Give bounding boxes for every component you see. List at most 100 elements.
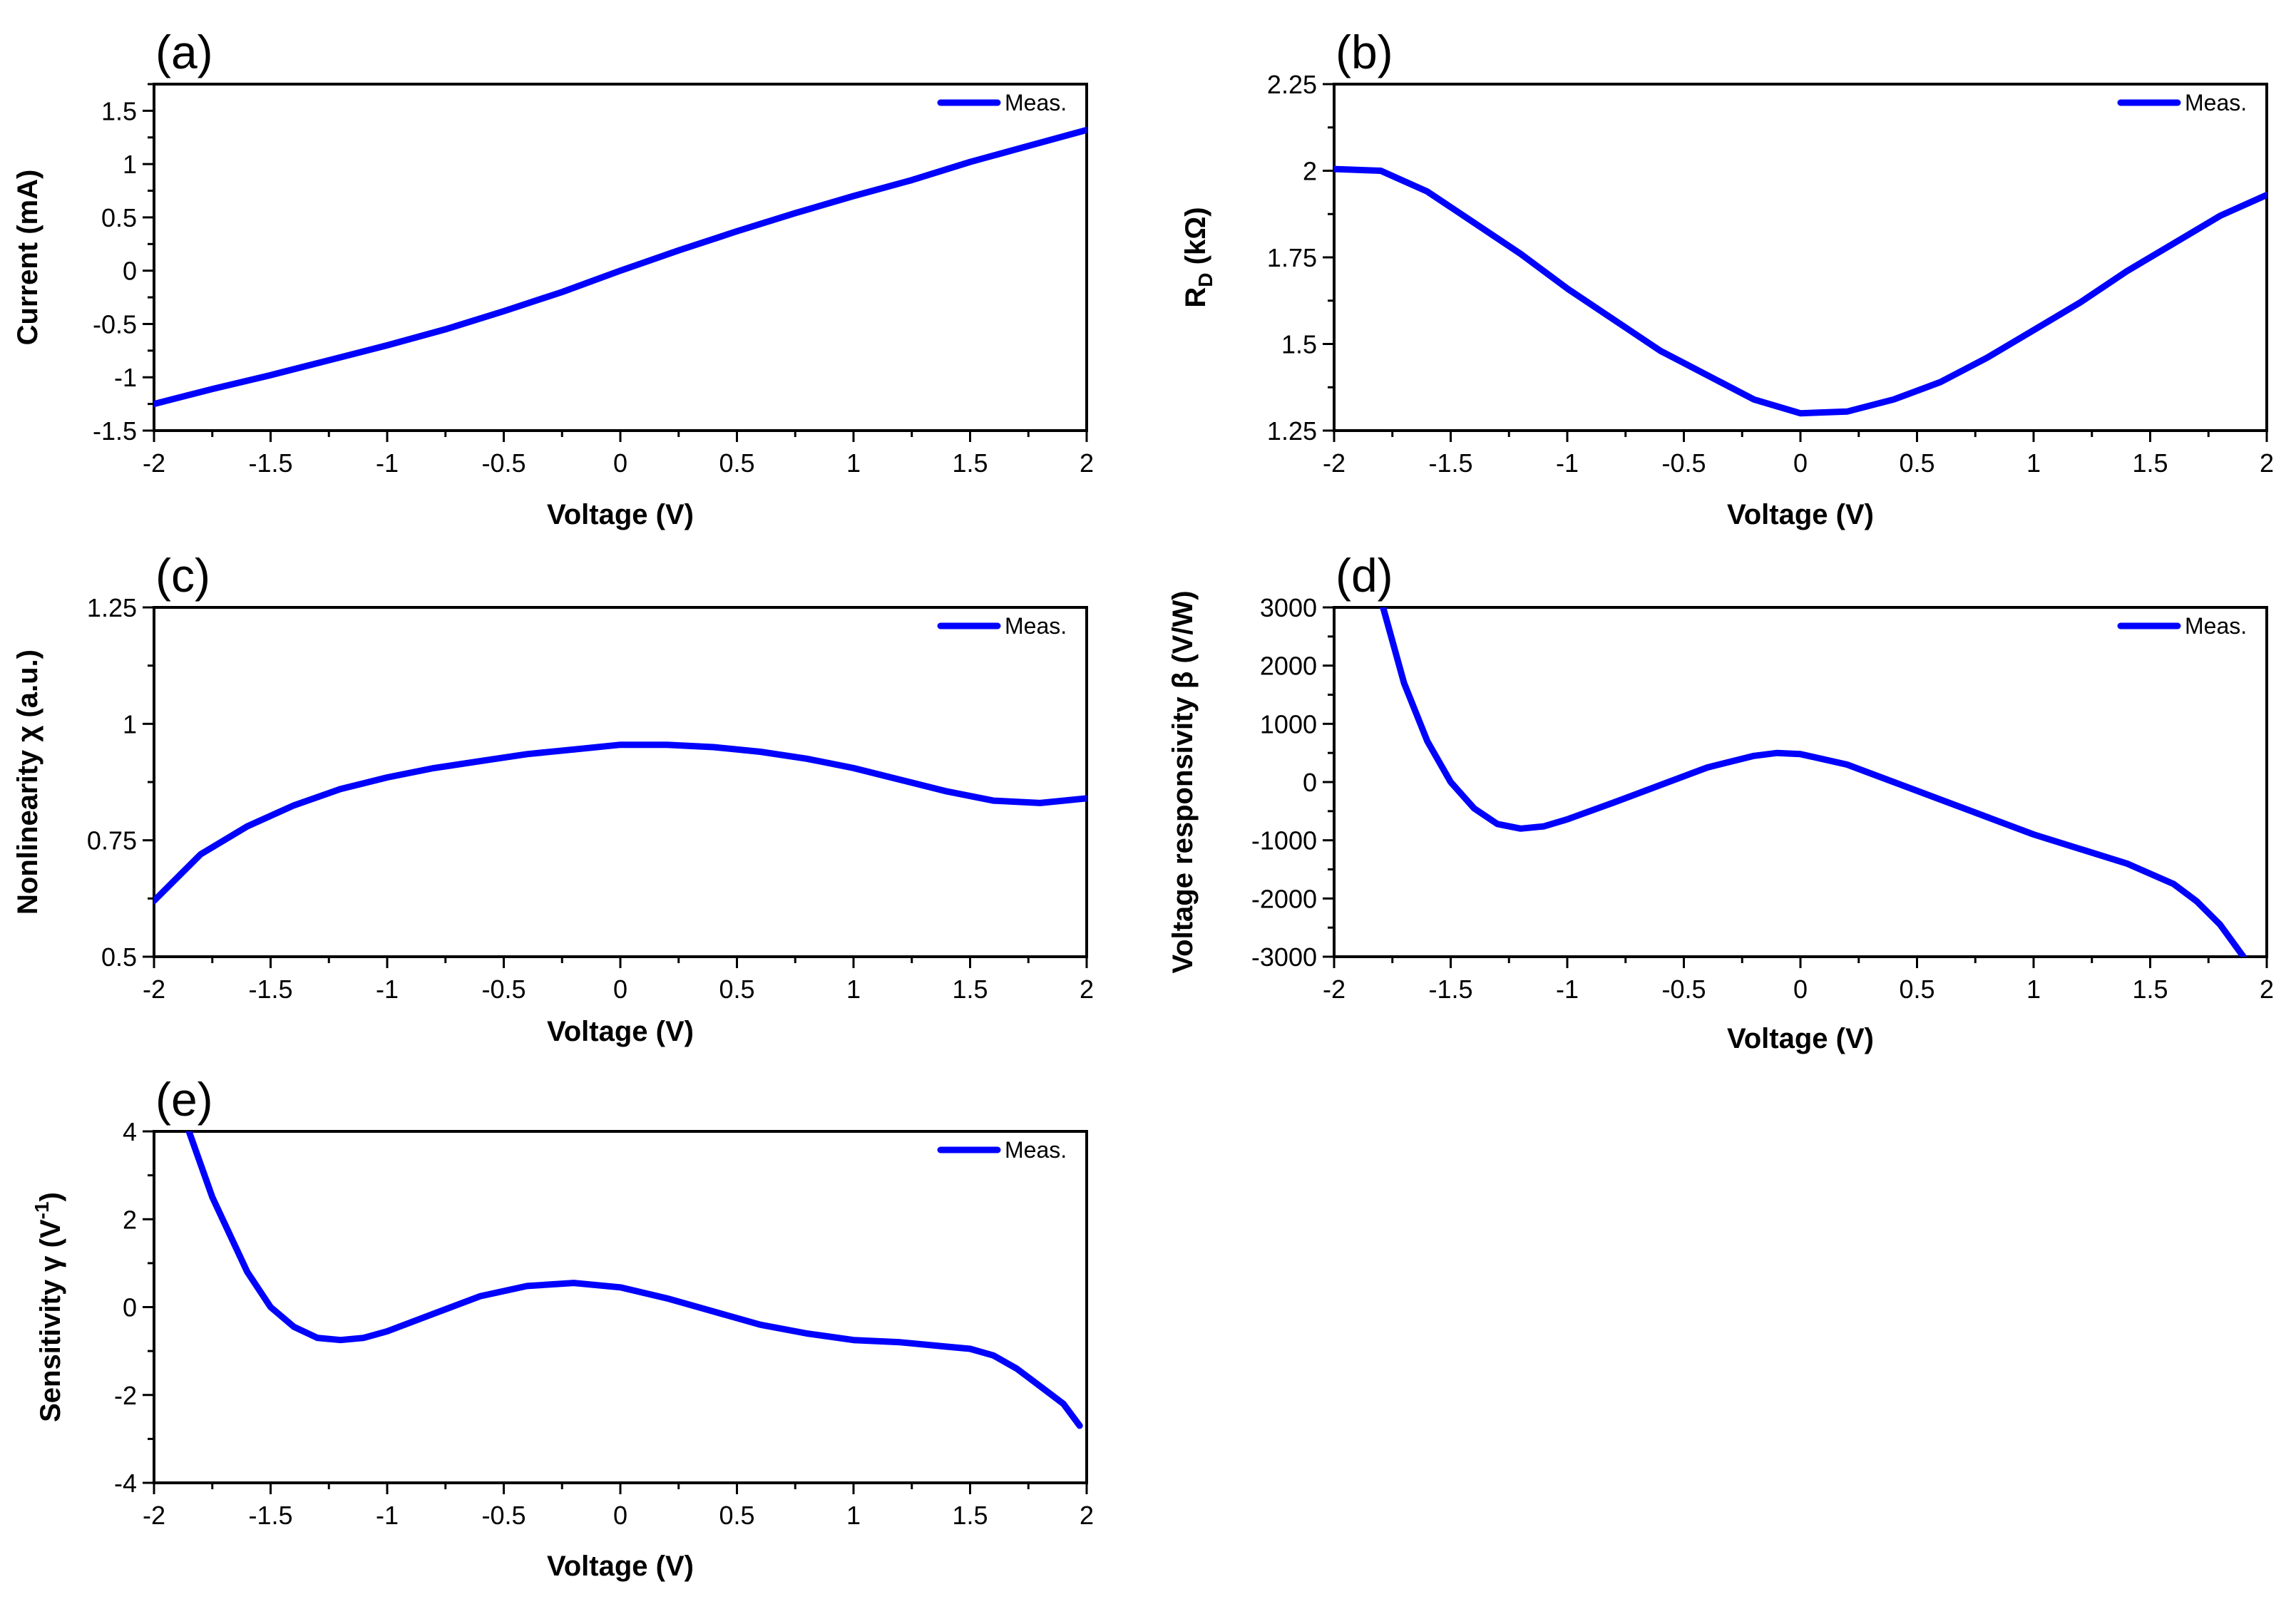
chart-c-ytick-label: 0.5 [101,942,137,972]
chart-c-y-axis-title: Nonlinearity χ (a.u.) [12,649,43,915]
chart-b-ytick-label: 1.75 [1267,243,1317,272]
chart-b-ytick-label: 2 [1303,157,1317,186]
chart-a-ytick-label: 0.5 [101,203,137,232]
chart-e-ytick-label: -4 [114,1469,137,1498]
chart-b-legend-label: Meas. [2185,90,2247,115]
chart-c-legend-label: Meas. [1005,613,1067,639]
chart-d-xtick-label: 0.5 [1899,975,1934,1004]
chart-c-xtick-label: 1 [846,975,861,1004]
chart-e: (e)-2 -1.5 -1 -0.5 0 0.5 1 1.5 2-4-2024Meas.Volt… [31,1073,1094,1582]
chart-d-ytick-label: -1000 [1251,826,1317,855]
chart-a-legend-label: Meas. [1005,90,1067,115]
chart-a-xtick-label: 1 [846,448,861,478]
chart-e-ytick-label: 0 [123,1293,137,1322]
chart-c-xtick-label: -1 [376,975,399,1004]
chart-a: (a)-2 -1.5 -1 -0.5 0 0.5 1 1.5 2-1.5-1-0.500.511… [12,26,1094,530]
chart-d-ytick-label: -2000 [1251,884,1317,913]
chart-c-xtick-label: 1.5 [952,975,988,1004]
chart-d-series-line [1380,607,2247,957]
chart-c-series-line [154,741,1087,905]
chart-b-panel-letter: (b) [1336,26,1393,78]
chart-d-ytick-label: 3000 [1260,593,1317,622]
chart-b-ytick-label: 1.5 [1281,330,1317,359]
chart-a-ytick-label: 0 [123,257,137,286]
chart-d-ytick-label: -3000 [1251,942,1317,972]
chart-d-xtick-label: 1.5 [2132,975,2168,1004]
chart-a-xtick-label: -1 [376,448,399,478]
chart-b-ytick-label: 2.25 [1267,70,1317,99]
chart-d-y-axis-title: Voltage responsivity β (V/W) [1167,590,1199,973]
chart-c-plot-frame [153,606,1088,958]
chart-b-y-axis-title-sub: D [1194,272,1216,287]
chart-a-y-axis-title: Current (mA) [12,170,43,346]
chart-a-ytick-label: -1 [114,363,137,392]
chart-b-series-line [1334,165,2267,417]
chart-a-series-line [154,126,1087,408]
chart-c-xtick-label: -1.5 [248,975,292,1004]
chart-c-panel-letter: (c) [155,549,210,602]
chart-d: (d) -2 -1.5 -1 -0.5 0 0.5 1 1.5 2 -3000 -2000 -1000 0… [1167,549,2274,1054]
chart-e-ytick-label: 4 [123,1117,137,1146]
chart-e-xtick-label: 0 [613,1501,627,1530]
chart-c-ytick-label: 0.75 [87,826,137,855]
chart-b: (b) -2 -1.5 -1 -0.5 0 0.5 1 1.5 2 1.25 1.5 1.75 2 2.25… [1180,26,2274,530]
chart-d-xtick-label: -1.5 [1428,975,1472,1004]
chart-e-y-axis-title-rest: ) [35,1192,66,1201]
chart-d-ytick-label: 1000 [1260,709,1317,739]
chart-e-y-axis-title: Sensitivity γ (V-1) [31,1192,66,1422]
chart-d-legend-label: Meas. [2185,613,2247,639]
chart-d-xtick-label: 0 [1793,975,1808,1004]
chart-a-xtick-label: -2 [143,448,165,478]
chart-a-xtick-label: 2 [1080,448,1094,478]
chart-a-xtick-label: 0 [613,448,627,478]
chart-a-panel-letter: (a) [155,26,213,78]
chart-e-xtick-label: -0.5 [481,1501,526,1530]
chart-c-xtick-label: -0.5 [481,975,526,1004]
chart-a-ytick-label: -1.5 [93,416,137,446]
chart-a-xtick-label: 1.5 [952,448,988,478]
chart-a-ytick-label: 1 [123,150,137,179]
chart-c-xtick-label: -2 [143,975,165,1004]
chart-e-legend-label: Meas. [1005,1137,1067,1163]
chart-b-xtick-label: -1.5 [1428,448,1472,478]
chart-d-xtick-label: -1 [1556,975,1579,1004]
chart-e-y-axis-title-sup: -1 [31,1201,53,1219]
chart-b-plot-frame [1333,83,2268,432]
chart-b-xtick-label: 0.5 [1899,448,1934,478]
chart-d-xtick-label: -2 [1323,975,1346,1004]
chart-e-xtick-label: 1.5 [952,1501,988,1530]
chart-a-xtick-label: -1.5 [248,448,292,478]
chart-a-x-axis-title: Voltage (V) [547,499,694,530]
chart-e-series-line [185,1131,1083,1429]
chart-b-y-axis-title-main: R [1180,287,1211,308]
chart-b-xtick-label: 1.5 [2132,448,2168,478]
chart-e-xtick-label: -2 [143,1501,165,1530]
chart-e-ytick-label: 2 [123,1205,137,1234]
chart-a-ytick-label: -0.5 [93,309,137,339]
chart-c: (c) -2 -1.5 -1 -0.5 0 0.5 1 1.5 2 0.5 0.75 1 1.25 Meas… [12,549,1094,1047]
chart-e-panel-letter: (e) [155,1073,213,1126]
chart-a-ytick-label: 1.5 [101,96,137,125]
chart-d-xtick-label: 1 [2026,975,2041,1004]
chart-c-ytick-label: 1 [123,709,137,739]
chart-e-xtick-label: 0.5 [719,1501,754,1530]
chart-b-ytick-label: 1.25 [1267,416,1317,446]
chart-c-x-axis-title: Voltage (V) [547,1016,694,1047]
chart-d-plot-frame [1333,606,2268,958]
chart-c-ytick-label: 1.25 [87,593,137,622]
chart-e-xtick-label: -1.5 [248,1501,292,1530]
chart-a-plot-frame [153,83,1088,432]
chart-b-xtick-label: 0 [1793,448,1808,478]
chart-d-xtick-label: 2 [2260,975,2274,1004]
chart-d-ytick-label: 0 [1303,768,1317,797]
chart-b-x-axis-title: Voltage (V) [1727,499,1874,530]
chart-e-plot-frame [153,1130,1088,1484]
chart-a-xtick-label: -0.5 [481,448,526,478]
chart-e-y-axis-title-main: Sensitivity γ (V [35,1219,66,1422]
chart-b-xtick-label: -2 [1323,448,1346,478]
chart-b-xtick-label: 2 [2260,448,2274,478]
chart-b-xtick-label: 1 [2026,448,2041,478]
chart-c-xtick-label: 0.5 [719,975,754,1004]
chart-d-x-axis-title: Voltage (V) [1727,1023,1874,1054]
